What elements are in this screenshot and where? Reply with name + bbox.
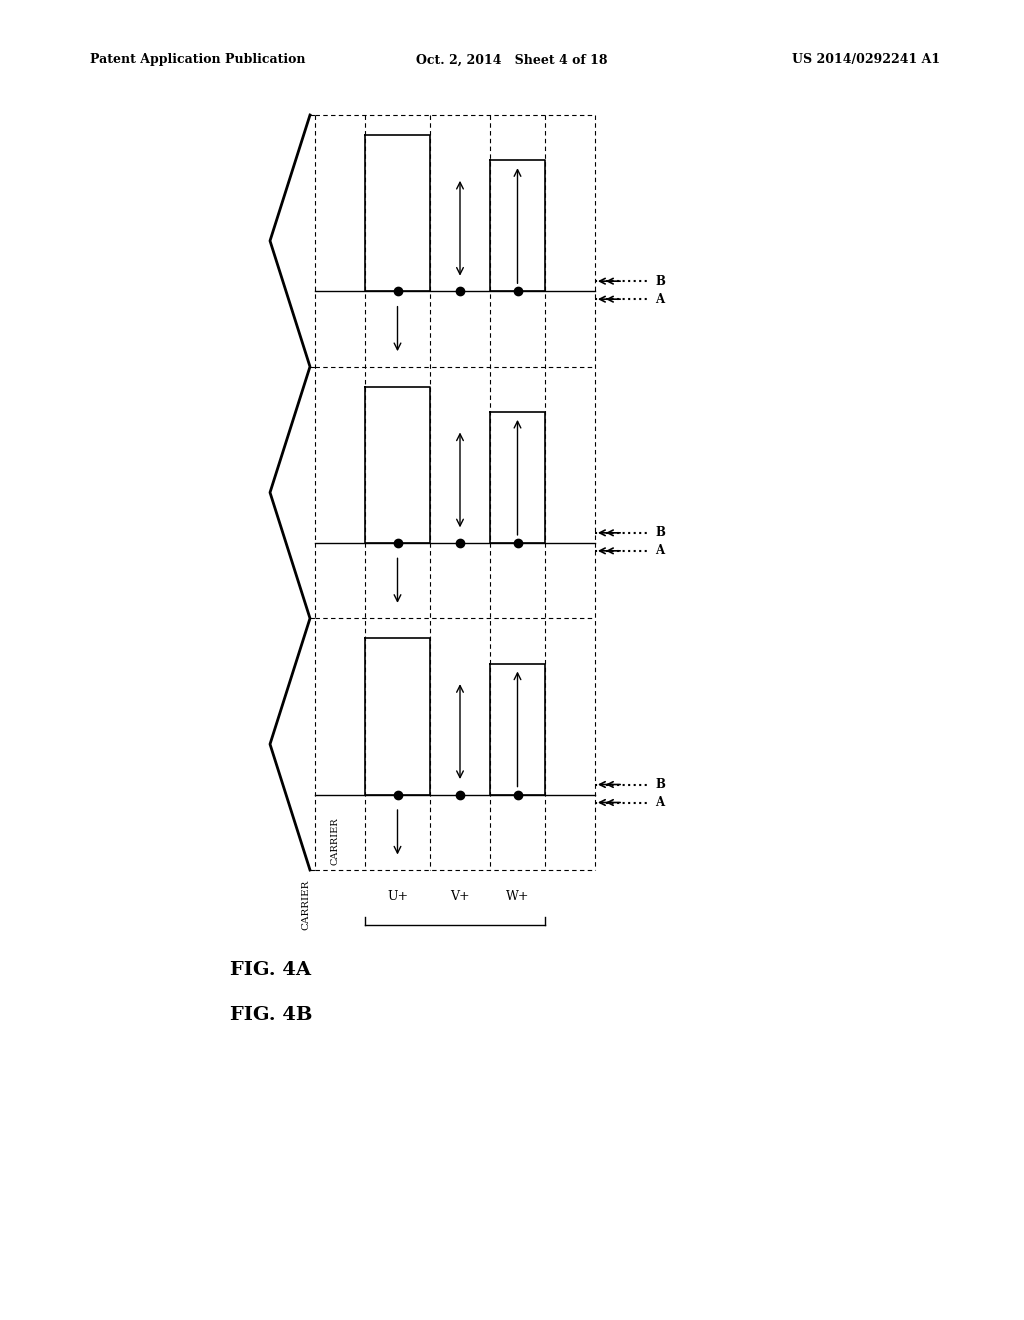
Text: A: A (655, 544, 665, 557)
Text: B: B (655, 777, 665, 791)
Text: Patent Application Publication: Patent Application Publication (90, 54, 305, 66)
Text: FIG. 4A: FIG. 4A (230, 961, 311, 979)
Text: US 2014/0292241 A1: US 2014/0292241 A1 (792, 54, 940, 66)
Text: Oct. 2, 2014   Sheet 4 of 18: Oct. 2, 2014 Sheet 4 of 18 (416, 54, 608, 66)
Text: CARRIER: CARRIER (330, 817, 339, 865)
Text: CARRIER: CARRIER (301, 880, 310, 931)
Text: W+: W+ (506, 890, 529, 903)
Text: A: A (655, 796, 665, 809)
Text: FIG. 4B: FIG. 4B (230, 1006, 312, 1024)
Text: U+: U+ (387, 890, 408, 903)
Text: B: B (655, 275, 665, 288)
Text: B: B (655, 527, 665, 540)
Text: V+: V+ (451, 890, 470, 903)
Text: A: A (655, 293, 665, 306)
